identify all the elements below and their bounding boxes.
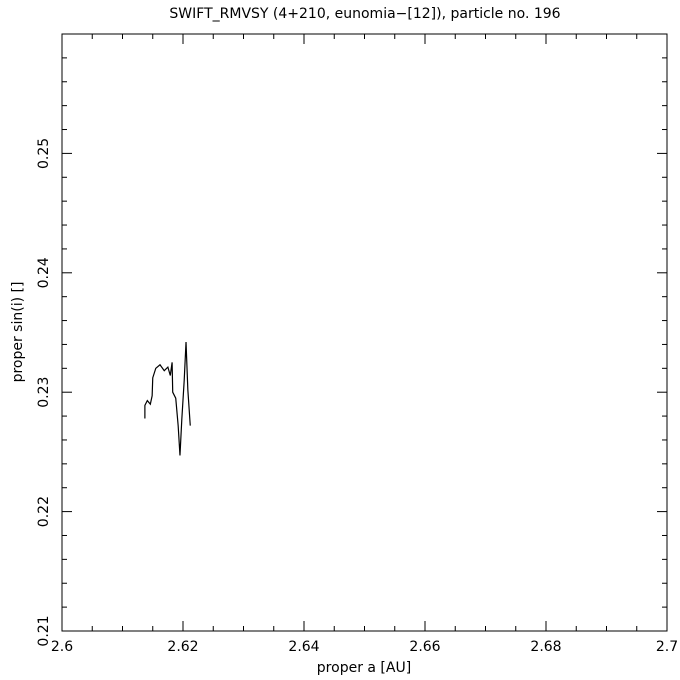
x-tick-label: 2.66 bbox=[409, 639, 440, 655]
y-tick-label: 0.22 bbox=[36, 496, 52, 527]
x-tick-label: 2.68 bbox=[530, 639, 561, 655]
y-tick-label: 0.21 bbox=[36, 615, 52, 646]
x-tick-label: 2.62 bbox=[167, 639, 198, 655]
chart-title: SWIFT_RMVSY (4+210, eunomia−[12]), parti… bbox=[169, 6, 560, 22]
y-tick-label: 0.24 bbox=[36, 257, 52, 288]
data-line bbox=[144, 342, 191, 456]
x-axis-label: proper a [AU] bbox=[317, 660, 411, 676]
y-axis-label: proper sin(i) [] bbox=[10, 282, 26, 383]
y-tick-label: 0.23 bbox=[36, 377, 52, 408]
x-tick-label: 2.7 bbox=[656, 639, 678, 655]
x-tick-label: 2.64 bbox=[288, 639, 319, 655]
x-tick-label: 2.6 bbox=[51, 639, 73, 655]
y-tick-label: 0.25 bbox=[36, 138, 52, 169]
